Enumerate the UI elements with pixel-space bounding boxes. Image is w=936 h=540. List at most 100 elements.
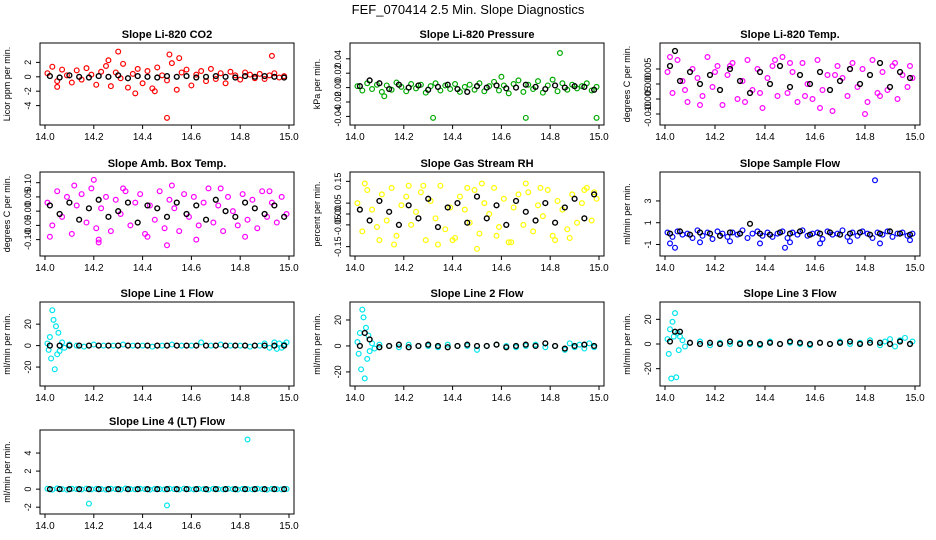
data-point xyxy=(776,62,784,70)
data-point xyxy=(166,51,173,58)
data-point xyxy=(796,71,804,79)
data-point xyxy=(415,82,422,89)
data-point xyxy=(232,72,239,79)
data-point xyxy=(168,60,175,67)
data-point xyxy=(826,86,834,94)
data-point xyxy=(512,197,520,205)
data-point xyxy=(861,110,868,117)
data-point xyxy=(395,81,403,88)
y-tick-label: 1 xyxy=(643,220,653,225)
data-point xyxy=(73,67,80,74)
data-point xyxy=(891,59,898,66)
data-point xyxy=(666,53,673,60)
data-point xyxy=(193,342,200,349)
data-point xyxy=(724,71,731,78)
plot-frame xyxy=(659,171,921,257)
data-point xyxy=(876,339,884,346)
data-point xyxy=(706,230,714,237)
panel-slope-sample-flow: Slope Sample Flow ml/min per min. 14.0 14.2… xyxy=(622,158,925,274)
x-tick-label: 14.8 xyxy=(540,393,560,404)
x-tick-label: 14.6 xyxy=(182,393,202,404)
data-point xyxy=(256,70,263,77)
data-point xyxy=(839,227,846,234)
data-point xyxy=(54,188,61,195)
y-tick-label: -20 xyxy=(643,362,653,375)
data-point xyxy=(766,231,774,238)
data-point xyxy=(90,341,97,348)
data-point xyxy=(766,339,774,346)
x-tick-label: 14.0 xyxy=(345,132,365,143)
data-point xyxy=(856,340,864,348)
data-point xyxy=(676,77,684,85)
panel-slope-li-820-temp: Slope Li-820 Temp. degrees C per min. 14.0… xyxy=(622,29,925,143)
data-point xyxy=(95,196,102,203)
data-point xyxy=(356,342,363,350)
y-tick-label: -0.05 xyxy=(333,215,343,236)
data-point xyxy=(786,338,794,345)
data-point xyxy=(120,185,127,192)
data-point xyxy=(76,486,83,493)
data-point xyxy=(437,182,444,189)
data-point xyxy=(358,366,365,373)
panel-slope-line-2-flow: Slope Line 2 Flow ml/min per min. 14.0 14.2… xyxy=(312,288,609,404)
data-point xyxy=(241,72,249,80)
y-tick-label: 4 xyxy=(23,451,33,456)
data-point xyxy=(766,80,774,88)
panel-slope-li-820-pressure: Slope Li-820 Pressure kPa per min. 14.0 14.… xyxy=(312,29,609,143)
data-point xyxy=(46,72,53,80)
data-point xyxy=(261,75,268,82)
y-tick-label: 0.10 xyxy=(23,174,33,192)
y-tick-label: 20 xyxy=(643,314,653,324)
series-mean xyxy=(356,77,598,96)
data-point xyxy=(816,104,823,111)
data-point xyxy=(76,73,83,80)
data-point xyxy=(98,205,105,212)
y-tick-label: -0.005 xyxy=(643,86,653,112)
data-point xyxy=(105,486,112,493)
data-point xyxy=(819,86,826,93)
data-point xyxy=(163,486,171,493)
panel-slope-line-4-lt-flow: Slope Line 4 (LT) Flow ml/min per min. 14.… xyxy=(2,416,299,532)
data-point xyxy=(105,342,112,349)
data-point xyxy=(906,74,914,82)
data-point xyxy=(666,240,673,247)
data-point xyxy=(804,80,811,87)
y-tick-label: -2 xyxy=(23,87,33,95)
data-point xyxy=(675,347,682,354)
y-tick-label: 0.05 xyxy=(333,194,343,212)
data-point xyxy=(159,342,166,349)
y-tick-label: 0 xyxy=(23,343,33,348)
data-point xyxy=(776,340,784,348)
data-point xyxy=(176,55,183,62)
data-point xyxy=(120,60,127,67)
data-point xyxy=(251,73,258,80)
data-point xyxy=(449,237,456,244)
x-tick-label: 15.0 xyxy=(589,132,609,143)
data-point xyxy=(719,101,726,108)
data-point xyxy=(434,83,442,90)
data-point xyxy=(149,343,156,350)
data-point xyxy=(49,307,56,314)
data-point xyxy=(164,502,171,509)
y-tick-label: -0.15 xyxy=(333,236,343,257)
data-point xyxy=(856,80,864,88)
data-point xyxy=(408,221,415,228)
data-point xyxy=(271,70,278,77)
data-point xyxy=(886,340,894,348)
data-point xyxy=(244,436,251,443)
data-point xyxy=(679,77,686,84)
data-point xyxy=(88,185,95,192)
panel-title: Slope Li-820 Temp. xyxy=(740,29,839,41)
data-point xyxy=(826,340,834,348)
y-tick-label: 0.02 xyxy=(333,64,343,82)
data-point xyxy=(534,202,541,209)
data-point xyxy=(154,486,161,493)
data-point xyxy=(361,180,368,187)
data-point xyxy=(95,486,102,493)
data-point xyxy=(124,342,132,349)
data-point xyxy=(876,230,884,237)
panel-title: Slope Li-820 Pressure xyxy=(420,29,535,41)
data-point xyxy=(668,375,675,382)
data-point xyxy=(561,204,568,211)
data-point xyxy=(134,342,141,349)
